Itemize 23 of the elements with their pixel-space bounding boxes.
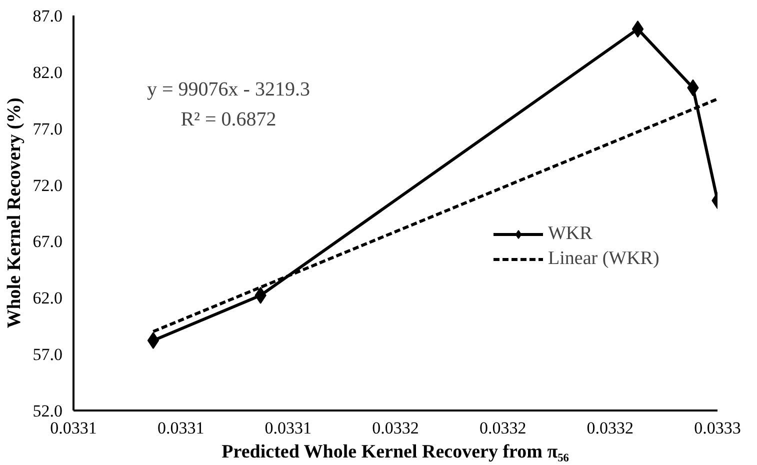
legend-label: WKR — [548, 223, 592, 245]
x-tick-label: 0.0332 — [372, 418, 419, 438]
x-tick-label: 0.0333 — [694, 418, 741, 438]
point — [147, 332, 160, 350]
y-axis-title: Whole Kernel Recovery (%) — [4, 98, 25, 328]
annotation: R² = 0.6872 — [180, 108, 276, 130]
x-tick-label: 0.0332 — [479, 418, 526, 438]
x-tick-label: 0.0332 — [586, 418, 634, 438]
legend-label: Linear (WKR) — [548, 248, 660, 270]
y-tick-label: 62.0 — [32, 288, 62, 308]
y-tick-label: 87.0 — [32, 6, 62, 26]
y-tick-label: 52.0 — [32, 402, 62, 420]
point — [632, 20, 644, 38]
annotation: y = 99076x - 3219.3 — [147, 78, 310, 100]
y-tick-label: 77.0 — [32, 119, 62, 138]
y-tick-label: 72.0 — [32, 176, 62, 195]
x-tick-label: 0.0331 — [157, 418, 204, 438]
y-tick-label: 57.0 — [32, 345, 62, 364]
x-tick-label: 0.0331 — [264, 418, 312, 438]
y-tick-label: 82.0 — [32, 62, 62, 82]
x-axis-title: Predicted Whole Kernel Recovery from π₅₆ — [222, 442, 570, 462]
y-tick-label: 67.0 — [32, 232, 62, 252]
x-tick-label: 0.0331 — [50, 418, 97, 438]
